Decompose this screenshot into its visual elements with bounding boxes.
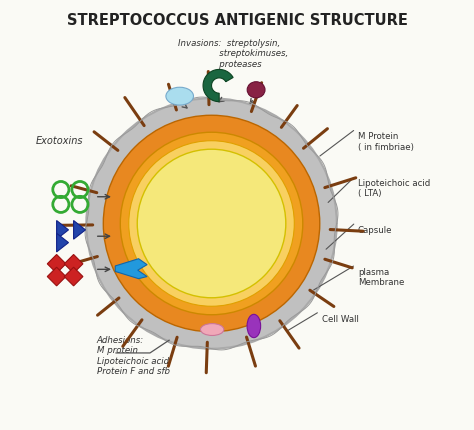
Polygon shape — [56, 221, 69, 239]
Text: Adhesions:
M protein
Lipoteichoic acid
Protein F and sfb: Adhesions: M protein Lipoteichoic acid P… — [97, 336, 170, 376]
Text: Exotoxins: Exotoxins — [36, 136, 83, 147]
Text: Cell Wall: Cell Wall — [322, 315, 359, 324]
Polygon shape — [47, 267, 66, 286]
Ellipse shape — [201, 324, 224, 335]
Text: Capsule: Capsule — [358, 226, 392, 235]
Circle shape — [86, 98, 337, 349]
Polygon shape — [64, 267, 83, 286]
Text: Lipoteichoic acid
( LTA): Lipoteichoic acid ( LTA) — [358, 179, 430, 198]
Polygon shape — [73, 221, 85, 239]
Circle shape — [137, 149, 286, 298]
Text: Invasions:  streptolysin,
               streptokimuses,
               protease: Invasions: streptolysin, streptokimuses,… — [178, 39, 288, 69]
Polygon shape — [47, 255, 66, 273]
Polygon shape — [115, 259, 147, 279]
Ellipse shape — [247, 314, 261, 338]
Circle shape — [120, 132, 303, 315]
Text: STREPTOCOCCUS ANTIGENIC STRUCTURE: STREPTOCOCCUS ANTIGENIC STRUCTURE — [66, 13, 408, 28]
Ellipse shape — [166, 87, 193, 105]
Circle shape — [129, 141, 294, 306]
Circle shape — [103, 115, 320, 332]
Polygon shape — [56, 233, 69, 252]
Polygon shape — [64, 255, 83, 273]
Text: M Protein
( in fimbriae): M Protein ( in fimbriae) — [358, 132, 414, 152]
Text: plasma
Membrane: plasma Membrane — [358, 268, 404, 288]
Ellipse shape — [247, 82, 265, 98]
Polygon shape — [203, 69, 233, 101]
